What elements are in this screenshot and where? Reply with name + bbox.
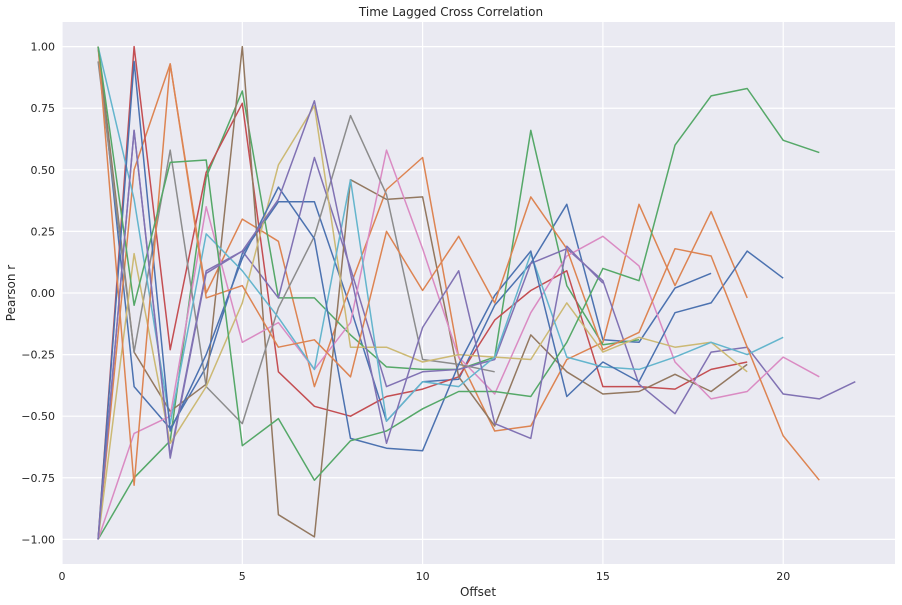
series-line-12 <box>97 46 820 486</box>
x-axis-label: Offset <box>460 585 496 599</box>
series-line-5 <box>97 129 856 540</box>
y-tick-labels: −1.00 −0.75 −0.50 −0.25 0.00 0.25 0.50 0.75 1.00 <box>21 41 55 547</box>
y-tick-label: −0.50 <box>21 410 55 423</box>
series-line-4 <box>97 45 748 540</box>
y-tick-label: −0.25 <box>21 349 55 362</box>
y-tick-label: 0.75 <box>31 102 56 115</box>
series-line-11 <box>97 60 784 540</box>
x-tick-label: 10 <box>416 570 430 583</box>
x-tick-label: 0 <box>59 570 66 583</box>
y-axis-label: Pearson r <box>4 265 18 321</box>
series-line-10 <box>97 46 784 425</box>
y-tick-label: −0.75 <box>21 472 55 485</box>
series-line-9 <box>97 105 748 540</box>
y-tick-label: −1.00 <box>21 533 55 546</box>
series-line-14 <box>97 100 604 540</box>
x-tick-label: 20 <box>776 570 790 583</box>
y-tick-label: 0.50 <box>31 164 56 177</box>
x-tick-label: 15 <box>596 570 610 583</box>
x-tick-labels: 0 5 10 15 20 <box>59 570 791 583</box>
y-tick-label: 0.25 <box>31 225 56 238</box>
series-layer <box>97 45 856 540</box>
series-line-13 <box>97 46 820 481</box>
chart-title: Time Lagged Cross Correlation <box>358 5 543 19</box>
y-tick-label: 0.00 <box>31 287 56 300</box>
y-tick-label: 1.00 <box>31 41 56 54</box>
x-tick-label: 5 <box>239 570 246 583</box>
